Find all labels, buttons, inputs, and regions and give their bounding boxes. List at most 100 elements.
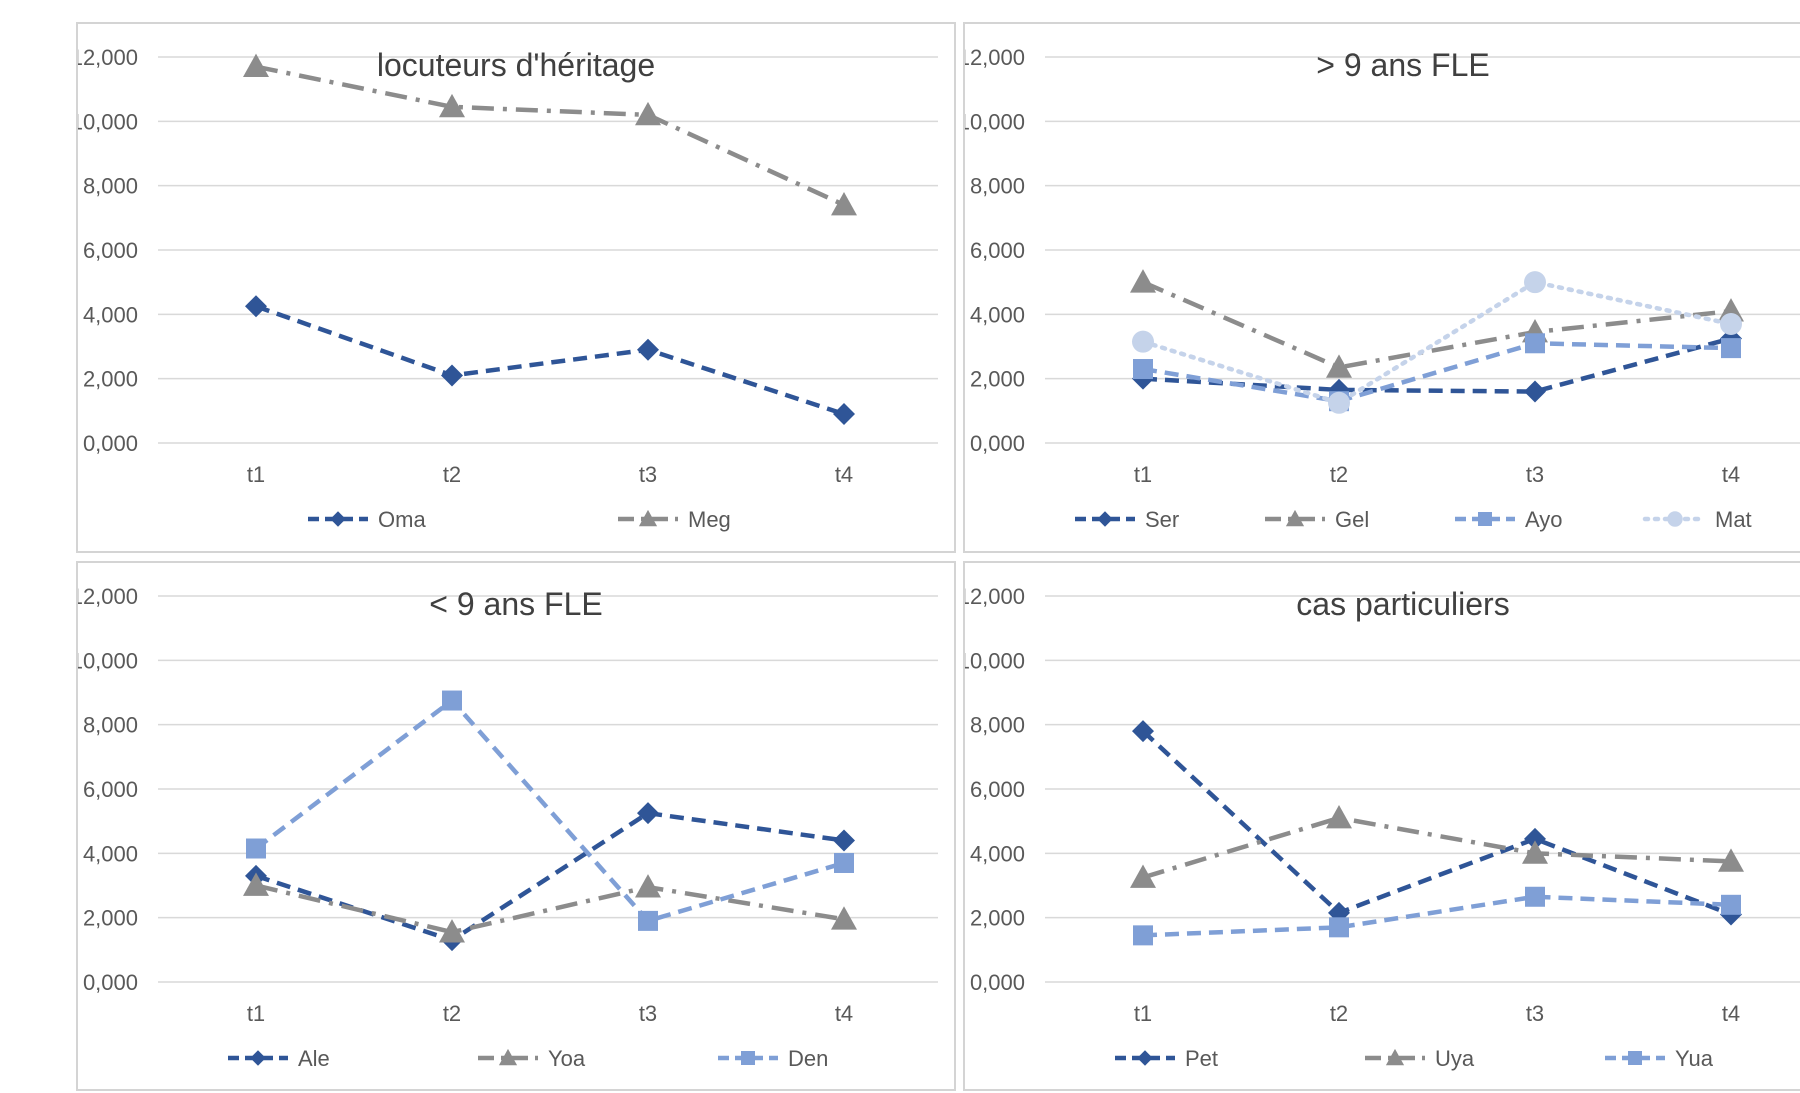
series-line — [1142, 341, 1732, 404]
x-tick-label: t1 — [1134, 1001, 1152, 1026]
chart-title: cas particuliers — [1296, 586, 1509, 622]
data-point-marker — [1525, 886, 1545, 907]
y-tick-label: 4,000 — [970, 302, 1025, 327]
x-tick-label: t4 — [835, 462, 853, 487]
data-point-marker — [638, 910, 658, 931]
chart-svg: cas particuliers 0,000 2,000 4,000 6,000 8,0… — [965, 584, 1800, 1071]
legend-item-mat: Mat — [1642, 507, 1752, 532]
series-yua — [1133, 886, 1741, 946]
data-point-marker — [1130, 864, 1156, 888]
chart-panel-heritage: locuteurs d'héritage 0,000 2,000 4,000 6,00… — [76, 22, 956, 553]
series-line — [255, 883, 845, 935]
data-point-marker — [1524, 380, 1546, 403]
x-tick-label: t1 — [247, 1001, 265, 1026]
data-point-marker — [1329, 917, 1349, 938]
x-tick-label: t3 — [639, 462, 657, 487]
data-point-marker — [1132, 720, 1154, 743]
chart-panel-over-9-fle: > 9 ans FLE 0,000 2,000 4,000 6,000 8,000 10,… — [963, 22, 1800, 553]
chart-title: < 9 ans FLE — [429, 586, 602, 622]
data-point-marker — [441, 364, 463, 387]
data-point-marker — [442, 690, 462, 711]
data-point-marker — [243, 53, 269, 78]
legend-label: Den — [788, 1046, 828, 1071]
data-point-marker — [1721, 894, 1741, 915]
series-uya — [1130, 804, 1744, 888]
series-line — [1140, 279, 1734, 406]
legend-marker — [1285, 509, 1305, 527]
data-point-marker — [1524, 827, 1546, 850]
series-line — [1142, 894, 1732, 938]
series-oma — [245, 295, 855, 426]
series-line — [1141, 729, 1732, 917]
data-point-marker — [1326, 354, 1352, 378]
data-point-marker — [245, 295, 267, 318]
legend-marker — [1667, 511, 1683, 527]
legend-label: Ayo — [1525, 507, 1563, 532]
data-point-marker — [637, 802, 659, 825]
series-meg — [243, 53, 857, 216]
x-tick-label: t1 — [247, 462, 265, 487]
y-tick-label: 2,000 — [970, 367, 1025, 392]
chart-svg: > 9 ans FLE 0,000 2,000 4,000 6,000 8,000 10,… — [965, 45, 1800, 532]
legend-marker — [330, 511, 346, 527]
y-tick-label: 8,000 — [83, 174, 138, 199]
y-tick-label: 2,000 — [83, 906, 138, 931]
y-tick-label: 12,000 — [965, 584, 1025, 609]
y-tick-label: 8,000 — [83, 713, 138, 738]
data-point-marker — [833, 403, 855, 426]
series-line — [1142, 815, 1732, 880]
data-point-marker — [1522, 840, 1548, 864]
legend-item-gel: Gel — [1265, 507, 1369, 532]
data-point-marker — [1133, 925, 1153, 946]
data-point-marker — [1718, 848, 1744, 872]
y-tick-label: 10,000 — [78, 648, 138, 673]
series-line — [254, 697, 845, 924]
data-point-marker — [831, 191, 857, 216]
legend-item-meg: Meg — [618, 507, 731, 532]
legend-item-ale: Ale — [228, 1046, 330, 1071]
legend-marker — [1478, 512, 1492, 526]
y-tick-label: 12,000 — [78, 584, 138, 609]
chart-title: > 9 ans FLE — [1316, 47, 1489, 83]
series-ale — [245, 802, 855, 952]
series-ayo — [1133, 333, 1741, 412]
legend-item-ser: Ser — [1075, 507, 1179, 532]
series-line — [255, 304, 845, 417]
y-tick-label: 8,000 — [970, 713, 1025, 738]
y-tick-label: 8,000 — [970, 174, 1025, 199]
legend-label: Mat — [1715, 507, 1752, 532]
legend-marker — [498, 1048, 518, 1066]
legend-marker — [1097, 511, 1113, 527]
legend-marker — [638, 509, 658, 527]
x-tick-label: t3 — [639, 1001, 657, 1026]
data-point-marker — [635, 874, 661, 898]
data-point-marker — [833, 829, 855, 852]
y-tick-label: 2,000 — [970, 906, 1025, 931]
y-tick-label: 10,000 — [78, 109, 138, 134]
x-tick-label: t3 — [1526, 1001, 1544, 1026]
legend-label: Yua — [1675, 1046, 1714, 1071]
legend-marker — [741, 1051, 755, 1065]
data-point-marker — [439, 93, 465, 118]
legend-label: Gel — [1335, 507, 1369, 532]
x-tick-label: t4 — [835, 1001, 853, 1026]
series-yoa — [243, 872, 857, 943]
legend-item-oma: Oma — [308, 507, 426, 532]
y-tick-label: 0,000 — [83, 970, 138, 995]
legend-label: Pet — [1185, 1046, 1218, 1071]
series-pet — [1132, 720, 1742, 926]
data-point-marker — [1720, 312, 1742, 335]
x-tick-label: t2 — [1330, 1001, 1348, 1026]
y-tick-label: 4,000 — [83, 841, 138, 866]
x-tick-label: t2 — [1330, 462, 1348, 487]
series-den — [246, 690, 854, 931]
data-point-marker — [1328, 391, 1350, 414]
legend-item-ayo: Ayo — [1455, 507, 1563, 532]
y-tick-label: 6,000 — [83, 238, 138, 263]
data-point-marker — [1525, 333, 1545, 354]
legend-item-yoa: Yoa — [478, 1046, 586, 1071]
data-point-marker — [246, 838, 266, 859]
legend-label: Oma — [378, 507, 426, 532]
legend-marker — [1628, 1051, 1642, 1065]
data-point-marker — [637, 338, 659, 361]
